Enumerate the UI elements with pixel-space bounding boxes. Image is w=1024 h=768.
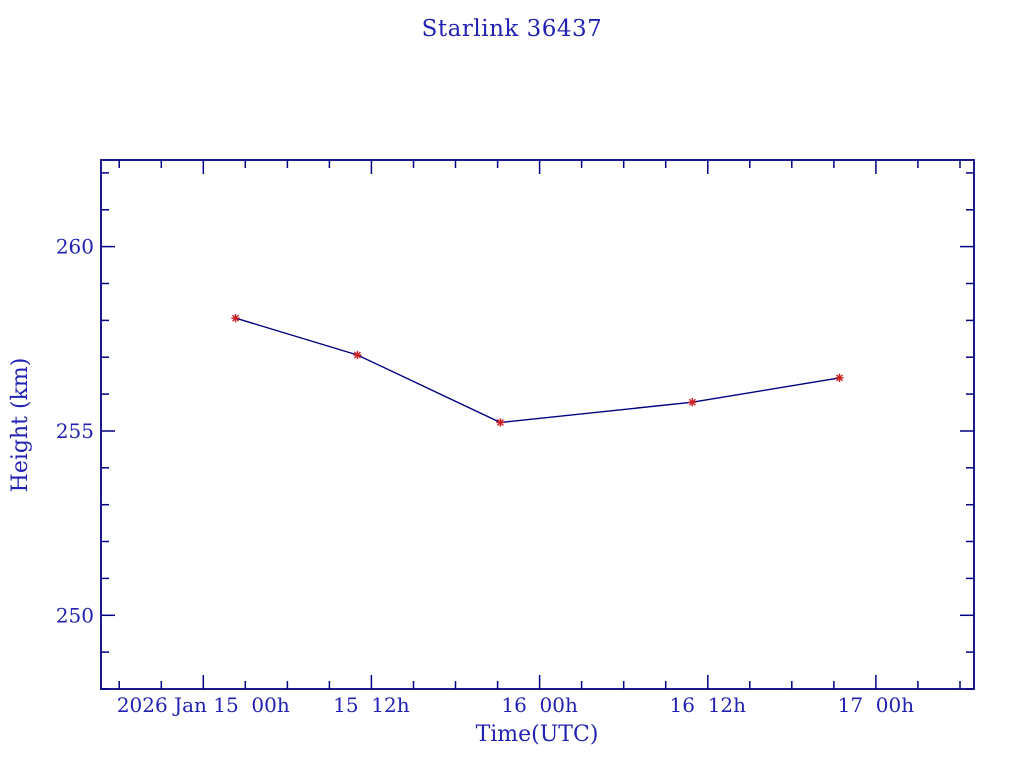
x-tick-label: 17 00h xyxy=(838,693,915,717)
x-tick-label: 2026 Jan 15 00h xyxy=(117,693,290,717)
plot-frame xyxy=(100,159,975,690)
axis-ticks xyxy=(101,160,974,690)
y-tick-label: 250 xyxy=(56,603,94,627)
chart-title: Starlink 36437 xyxy=(421,16,603,42)
data-line xyxy=(235,317,840,424)
y-tick-label: 260 xyxy=(56,235,94,259)
data-point-markers xyxy=(231,313,844,427)
x-tick-label: 16 12h xyxy=(670,693,747,717)
tick-labels: 2026 Jan 15 00h 15 12h 16 00h 16 12h 17 00h 2… xyxy=(56,235,914,717)
data-point-marker xyxy=(353,350,362,360)
x-tick-label: 16 00h xyxy=(501,693,578,717)
data-point-marker xyxy=(835,373,844,383)
data-point-marker xyxy=(496,418,505,427)
x-tick-label: 15 12h xyxy=(333,693,410,717)
x-axis-title: Time(UTC) xyxy=(475,722,599,747)
data-point-marker xyxy=(688,397,697,407)
data-point-marker xyxy=(231,313,240,323)
y-tick-label: 255 xyxy=(56,419,94,443)
